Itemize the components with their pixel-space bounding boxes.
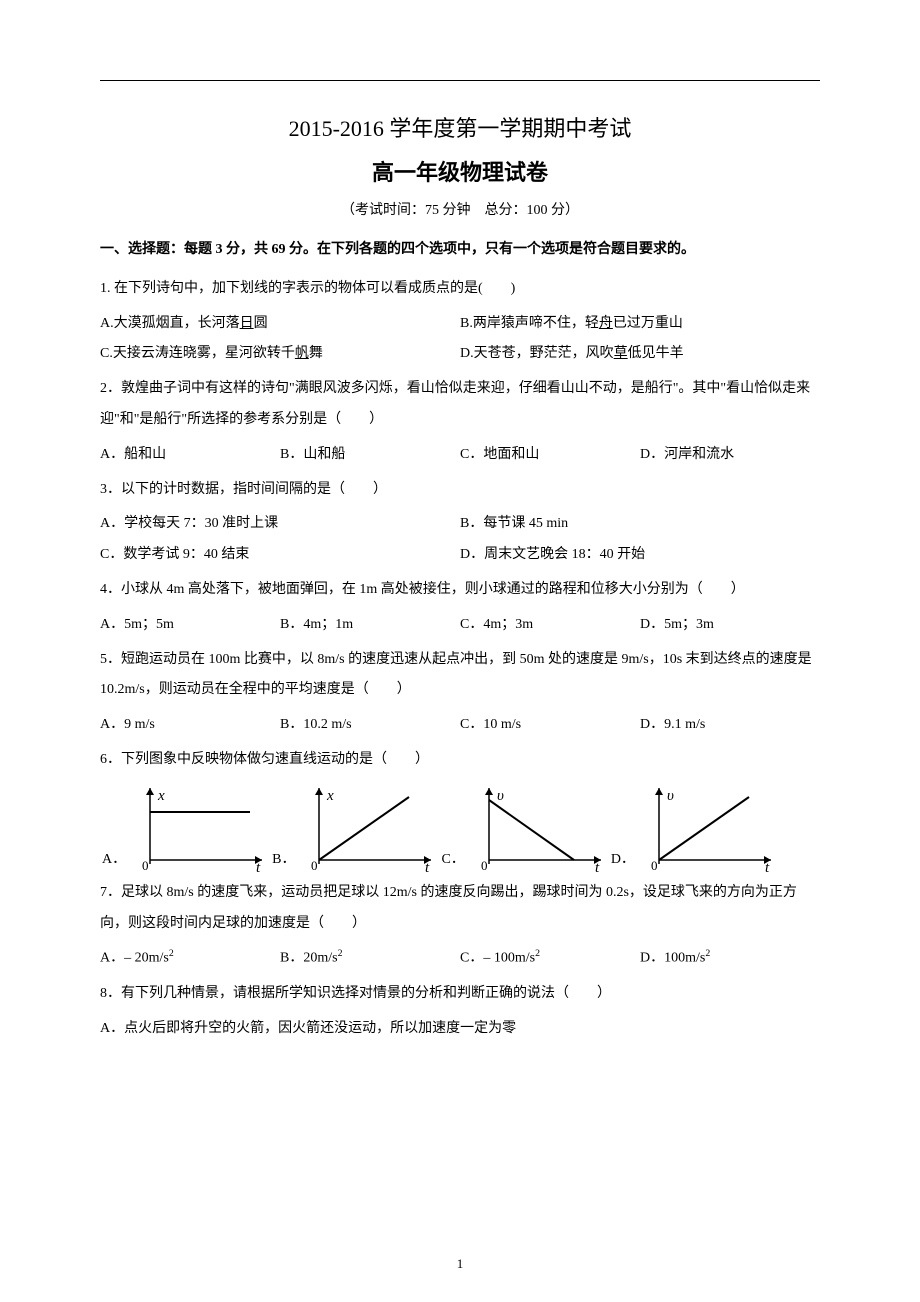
q3-stem: 3．以下的计时数据，指时间间隔的是（ ） — [100, 475, 820, 506]
q7-opt-b: B．20m/s2 — [280, 943, 460, 974]
header-rule — [100, 80, 820, 81]
q5-opt-d: D．9.1 m/s — [640, 710, 820, 741]
page-container: 2015-2016 学年度第一学期期中考试 高一年级物理试卷 （考试时间：75 … — [0, 0, 920, 1302]
svg-text:0: 0 — [311, 858, 318, 872]
q6-opt-b: B． — [272, 849, 295, 872]
svg-text:υ: υ — [667, 788, 674, 804]
q4-opt-a: A．5m；5m — [100, 610, 280, 641]
q5-options: A．9 m/s B．10.2 m/s C．10 m/s D．9.1 m/s — [100, 710, 820, 741]
svg-text:x: x — [157, 788, 165, 804]
q3-opt-c: C．数学考试 9：40 结束 — [100, 540, 460, 571]
q7-opt-c: C．– 100m/s2 — [460, 943, 640, 974]
q6-opt-d: D． — [611, 849, 635, 872]
exam-info: （考试时间：75 分钟 总分：100 分） — [100, 199, 820, 219]
q1-stem: 1. 在下列诗句中，加下划线的字表示的物体可以看成质点的是( ) — [100, 274, 820, 305]
section-header: 一、选择题：每题 3 分，共 69 分。在下列各题的四个选项中，只有一个选项是符… — [100, 235, 820, 266]
svg-text:υ: υ — [497, 788, 504, 804]
q7-opt-d: D．100m/s2 — [640, 943, 820, 974]
q5-opt-c: C．10 m/s — [460, 710, 640, 741]
q4-opt-d: D．5m；3m — [640, 610, 820, 641]
q3-opt-b: B．每节课 45 min — [460, 509, 820, 540]
q2-opt-c: C．地面和山 — [460, 440, 640, 471]
title-main: 2015-2016 学年度第一学期期中考试 — [100, 111, 820, 143]
q2-stem: 2．敦煌曲子词中有这样的诗句"满眼风波多闪烁，看山恰似走来迎，仔细看山山不动，是… — [100, 374, 820, 436]
svg-text:0: 0 — [651, 858, 658, 872]
q6-graphs: A． x 0 t B． x 0 t — [100, 782, 820, 872]
title-sub: 高一年级物理试卷 — [100, 155, 820, 187]
q3-row1: A．学校每天 7：30 准时上课 B．每节课 45 min — [100, 509, 820, 540]
q6-graph-b: x 0 t — [299, 782, 439, 872]
q4-options: A．5m；5m B．4m；1m C．4m；3m D．5m；3m — [100, 610, 820, 641]
q5-opt-a: A．9 m/s — [100, 710, 280, 741]
q7-stem: 7．足球以 8m/s 的速度飞来，运动员把足球以 12m/s 的速度反向踢出，踢… — [100, 878, 820, 940]
svg-text:x: x — [326, 788, 334, 804]
q7-options: A．– 20m/s2 B．20m/s2 C．– 100m/s2 D．100m/s… — [100, 943, 820, 974]
q1-opt-b: B.两岸猿声啼不住，轻舟已过万重山 — [460, 309, 820, 340]
q1-row1: A.大漠孤烟直，长河落日圆 B.两岸猿声啼不住，轻舟已过万重山 — [100, 309, 820, 340]
q5-stem: 5．短跑运动员在 100m 比赛中，以 8m/s 的速度迅速从起点冲出，到 50… — [100, 645, 820, 707]
q4-opt-b: B．4m；1m — [280, 610, 460, 641]
q2-opt-b: B．山和船 — [280, 440, 460, 471]
q1-opt-c: C.天接云涛连晓雾，星河欲转千帆舞 — [100, 339, 460, 370]
q6-graph-a: x 0 t — [130, 782, 270, 872]
q3-row2: C．数学考试 9：40 结束 D．周末文艺晚会 18：40 开始 — [100, 540, 820, 571]
svg-text:t: t — [256, 860, 261, 872]
q6-stem: 6．下列图象中反映物体做匀速直线运动的是（ ） — [100, 745, 820, 776]
q8-opt-a: A．点火后即将升空的火箭，因火箭还没运动，所以加速度一定为零 — [100, 1014, 820, 1045]
q4-opt-c: C．4m；3m — [460, 610, 640, 641]
q1-row2: C.天接云涛连晓雾，星河欲转千帆舞 D.天苍苍，野茫茫，风吹草低见牛羊 — [100, 339, 820, 370]
q1-opt-d: D.天苍苍，野茫茫，风吹草低见牛羊 — [460, 339, 820, 370]
q6-graph-c: υ 0 t — [469, 782, 609, 872]
q6-graph-d: υ 0 t — [639, 782, 779, 872]
q8-stem: 8．有下列几种情景，请根据所学知识选择对情景的分析和判断正确的说法（ ） — [100, 979, 820, 1010]
q2-options: A．船和山 B．山和船 C．地面和山 D．河岸和流水 — [100, 440, 820, 471]
svg-text:t: t — [425, 860, 430, 872]
svg-text:t: t — [765, 860, 770, 872]
svg-text:0: 0 — [142, 858, 149, 872]
page-number: 1 — [0, 1256, 920, 1272]
q5-opt-b: B．10.2 m/s — [280, 710, 460, 741]
svg-text:t: t — [595, 860, 600, 872]
q6-opt-c: C． — [441, 849, 464, 872]
q3-opt-d: D．周末文艺晚会 18：40 开始 — [460, 540, 820, 571]
q4-stem: 4．小球从 4m 高处落下，被地面弹回，在 1m 高处被接住，则小球通过的路程和… — [100, 575, 820, 606]
q1-opt-a: A.大漠孤烟直，长河落日圆 — [100, 309, 460, 340]
q2-opt-a: A．船和山 — [100, 440, 280, 471]
svg-text:0: 0 — [481, 858, 488, 872]
q6-opt-a: A． — [102, 849, 126, 872]
q3-opt-a: A．学校每天 7：30 准时上课 — [100, 509, 460, 540]
q7-opt-a: A．– 20m/s2 — [100, 943, 280, 974]
q2-opt-d: D．河岸和流水 — [640, 440, 820, 471]
